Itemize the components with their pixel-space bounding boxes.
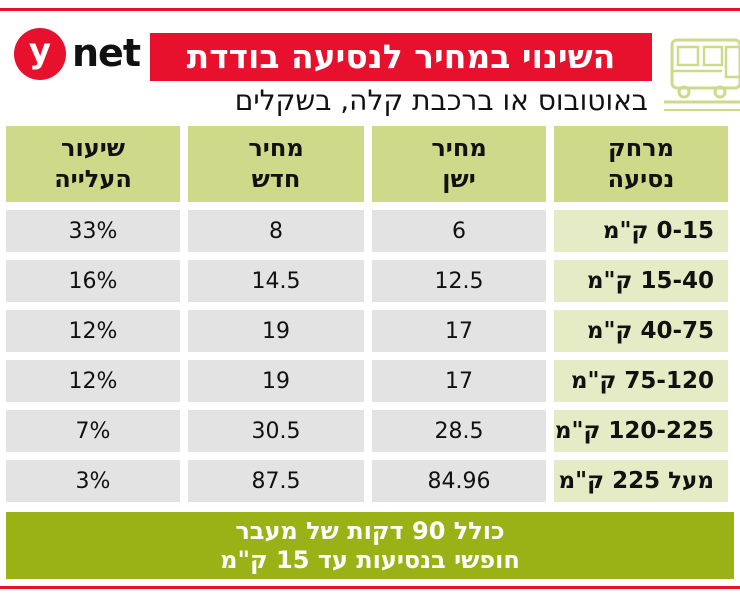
table-row: 40-75 ק"מ 17 19 12% [6, 310, 734, 352]
header-old-price: מחיר ישן [372, 126, 546, 202]
logo-circle: y [14, 28, 66, 80]
page-subtitle: באוטובוס או ברכבת קלה, בשקלים [234, 84, 648, 117]
top-accent-line [0, 8, 740, 11]
footer-note: כולל 90 דקות של מעבר חופשי בנסיעות עד 15… [6, 512, 734, 579]
cell-increase: 7% [6, 410, 180, 452]
cell-old-price: 17 [372, 360, 546, 402]
table-row: 15-40 ק"מ 12.5 14.5 16% [6, 260, 734, 302]
table-row: 0-15 ק"מ 6 8 33% [6, 210, 734, 252]
logo-text: net [72, 31, 141, 75]
price-table: מרחק נסיעה מחיר ישן מחיר חדש שיעור העליי… [6, 126, 734, 506]
table-header-row: מרחק נסיעה מחיר ישן מחיר חדש שיעור העליי… [6, 126, 734, 202]
bus-icon [664, 38, 740, 111]
cell-new-price: 19 [188, 310, 364, 352]
cell-increase: 33% [6, 210, 180, 252]
header-distance: מרחק נסיעה [554, 126, 728, 202]
cell-new-price: 8 [188, 210, 364, 252]
cell-distance: 15-40 ק"מ [554, 260, 728, 302]
header-new-price: מחיר חדש [188, 126, 364, 202]
cell-old-price: 6 [372, 210, 546, 252]
page-title: השינוי במחיר לנסיעה בודדת [150, 33, 652, 81]
cell-new-price: 19 [188, 360, 364, 402]
cell-old-price: 12.5 [372, 260, 546, 302]
cell-new-price: 87.5 [188, 460, 364, 502]
table-row: 75-120 ק"מ 17 19 12% [6, 360, 734, 402]
cell-increase: 3% [6, 460, 180, 502]
cell-new-price: 14.5 [188, 260, 364, 302]
cell-old-price: 84.96 [372, 460, 546, 502]
cell-old-price: 28.5 [372, 410, 546, 452]
cell-distance: 75-120 ק"מ [554, 360, 728, 402]
header-increase-rate: שיעור העלייה [6, 126, 180, 202]
table-row: 120-225 ק"מ 28.5 30.5 7% [6, 410, 734, 452]
cell-new-price: 30.5 [188, 410, 364, 452]
footer-line-2: חופשי בנסיעות עד 15 ק"מ [220, 545, 520, 574]
bottom-accent-line [0, 586, 740, 589]
footer-line-1: כולל 90 דקות של מעבר [235, 516, 505, 545]
cell-distance: 120-225 ק"מ [554, 410, 728, 452]
cell-increase: 16% [6, 260, 180, 302]
ynet-logo: y net [14, 28, 144, 80]
cell-increase: 12% [6, 310, 180, 352]
cell-distance: מעל 225 ק"מ [554, 460, 728, 502]
cell-distance: 40-75 ק"מ [554, 310, 728, 352]
table-row: מעל 225 ק"מ 84.96 87.5 3% [6, 460, 734, 502]
cell-distance: 0-15 ק"מ [554, 210, 728, 252]
cell-old-price: 17 [372, 310, 546, 352]
cell-increase: 12% [6, 360, 180, 402]
